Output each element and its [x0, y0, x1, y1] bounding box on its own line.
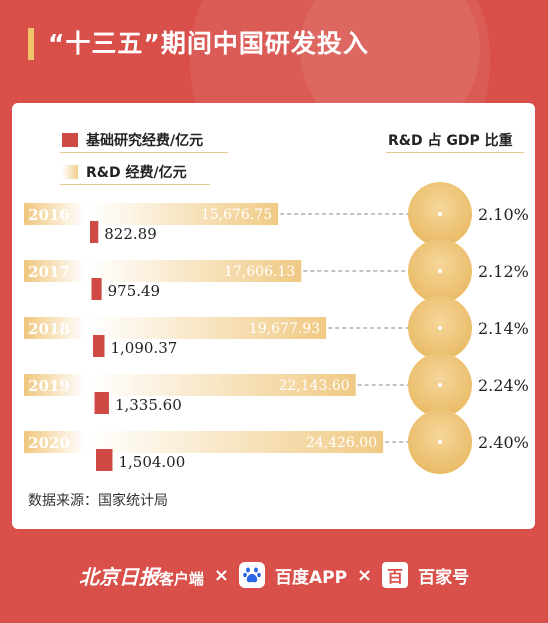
year-tab [24, 260, 84, 282]
data-source: 数据来源：国家统计局 [28, 493, 168, 509]
bar-basic-research [90, 221, 99, 243]
bar-rd [90, 260, 302, 282]
bar-rd-label: 24,426.00 [306, 435, 377, 451]
bar-rd [90, 203, 279, 225]
legend-rd-gdp-ratio: R&D 占 GDP 比重 [388, 133, 513, 149]
year-label: 2019 [28, 377, 70, 395]
legend-label-rd: R&D 经费/亿元 [86, 165, 187, 181]
bar-basic-research-label: 975.49 [108, 282, 161, 300]
bar-basic-research [93, 335, 105, 357]
brand-beijing-daily-logo: 北京日报 [78, 564, 159, 589]
ratio-dot [438, 440, 442, 444]
legend-swatch-basic-research [62, 133, 78, 147]
brand-beijing-daily-sub: 客户端 [158, 569, 204, 588]
brand-baidu-app: 百度APP [274, 567, 348, 588]
bar-basic-research [96, 449, 113, 471]
bar-basic-research-label: 1,090.37 [110, 339, 177, 357]
bar-basic-research [91, 278, 102, 300]
separator-x-2: × [357, 564, 373, 586]
separator-x-1: × [213, 564, 229, 586]
year-tab [24, 374, 84, 396]
bar-basic-research [94, 392, 109, 414]
year-label: 2016 [28, 206, 70, 224]
bar-rd [90, 317, 327, 339]
ratio-dot [438, 212, 442, 216]
ratio-label: 2.40% [478, 433, 529, 452]
ratio-label: 2.14% [478, 319, 529, 338]
year-tab [24, 431, 84, 453]
year-label: 2017 [28, 263, 70, 281]
ratio-label: 2.12% [478, 262, 529, 281]
ratio-dot [438, 383, 442, 387]
legend-underline-1 [60, 152, 228, 153]
legend-swatch-rd [62, 165, 78, 179]
legend-label-basic-research: 基础研究经费/亿元 [86, 133, 204, 149]
bar-rd [90, 374, 356, 396]
brand-beijing-daily: 北京日报客户端 [79, 561, 204, 590]
year-tab [24, 317, 84, 339]
baijiahao-icon: 百 [382, 562, 409, 588]
legend-underline-3 [386, 152, 524, 153]
bar-rd-label: 22,143.60 [278, 378, 349, 394]
bar-rd-label: 17,606.13 [224, 264, 295, 280]
legend-basic-research: 基础研究经费/亿元 [62, 130, 203, 150]
ratio-dot [438, 326, 442, 330]
year-label: 2018 [28, 320, 70, 338]
bar-rd-label: 15,676.75 [201, 207, 272, 223]
year-label: 2020 [28, 434, 70, 452]
bar-basic-research-label: 1,504.00 [118, 453, 185, 471]
brand-baijiahao: 百家号 [418, 567, 470, 588]
bar-basic-research-label: 822.89 [104, 225, 157, 243]
bar-rd-label: 19,677.93 [249, 321, 320, 337]
year-tab [24, 203, 84, 225]
bar-basic-research-label: 1,335.60 [115, 396, 182, 414]
legend-underline-2 [60, 184, 210, 185]
ratio-label: 2.10% [478, 205, 529, 224]
footer-branding: 北京日报客户端 × 百度APP × 百 百家号 [0, 555, 548, 595]
legend-rd: R&D 经费/亿元 [62, 162, 187, 182]
page-title: “十三五”期间中国研发投入 [48, 29, 369, 58]
title-accent-bar [28, 28, 34, 60]
chart-rows: 2016 15,676.75 822.89 2.10% 2017 17,606.13 975… [24, 182, 529, 474]
ratio-label: 2.24% [478, 376, 529, 395]
ratio-dot [438, 269, 442, 273]
baidu-paw-icon [238, 562, 265, 588]
bar-rd [90, 431, 384, 453]
